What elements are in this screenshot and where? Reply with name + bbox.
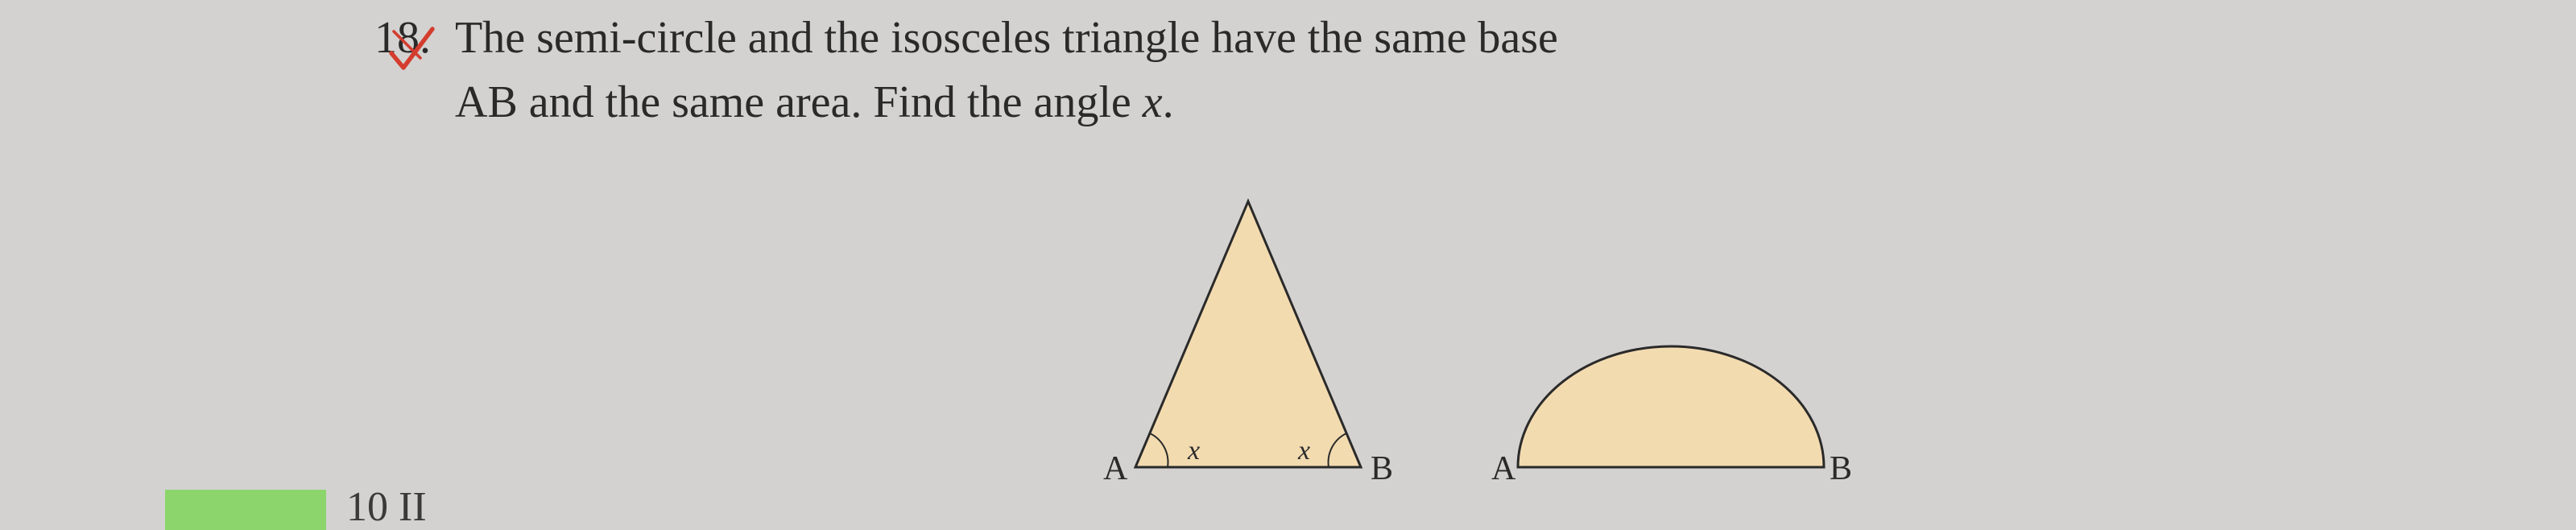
triangle-label-a: A [1103, 450, 1128, 487]
triangle-figure: x x A B [1087, 185, 1425, 507]
next-problem-fragment: 10 II [346, 483, 427, 530]
figures: x x A B A B [1087, 185, 2053, 507]
variable-x: x [1143, 77, 1163, 127]
angle-label-right: x [1297, 436, 1310, 466]
semicircle-figure: A B [1490, 185, 1860, 507]
page: 18. The semi-circle and the isosceles tr… [0, 0, 2576, 530]
problem-text-line-1: The semi-circle and the isosceles triang… [455, 12, 1558, 64]
problem-text-line-2a: AB and the same area. Find the angle [455, 77, 1143, 127]
problem-number: 18. [374, 12, 431, 64]
semicircle-label-a: A [1491, 450, 1516, 487]
semicircle-shape [1518, 346, 1824, 467]
problem-text-line-2: AB and the same area. Find the angle x. [455, 77, 1174, 128]
problem-text-line-2b: . [1163, 77, 1174, 127]
highlight-marker [165, 490, 326, 530]
triangle-shape [1135, 201, 1361, 467]
triangle-label-b: B [1371, 450, 1393, 487]
semicircle-label-b: B [1830, 450, 1852, 487]
angle-label-left: x [1187, 436, 1200, 466]
